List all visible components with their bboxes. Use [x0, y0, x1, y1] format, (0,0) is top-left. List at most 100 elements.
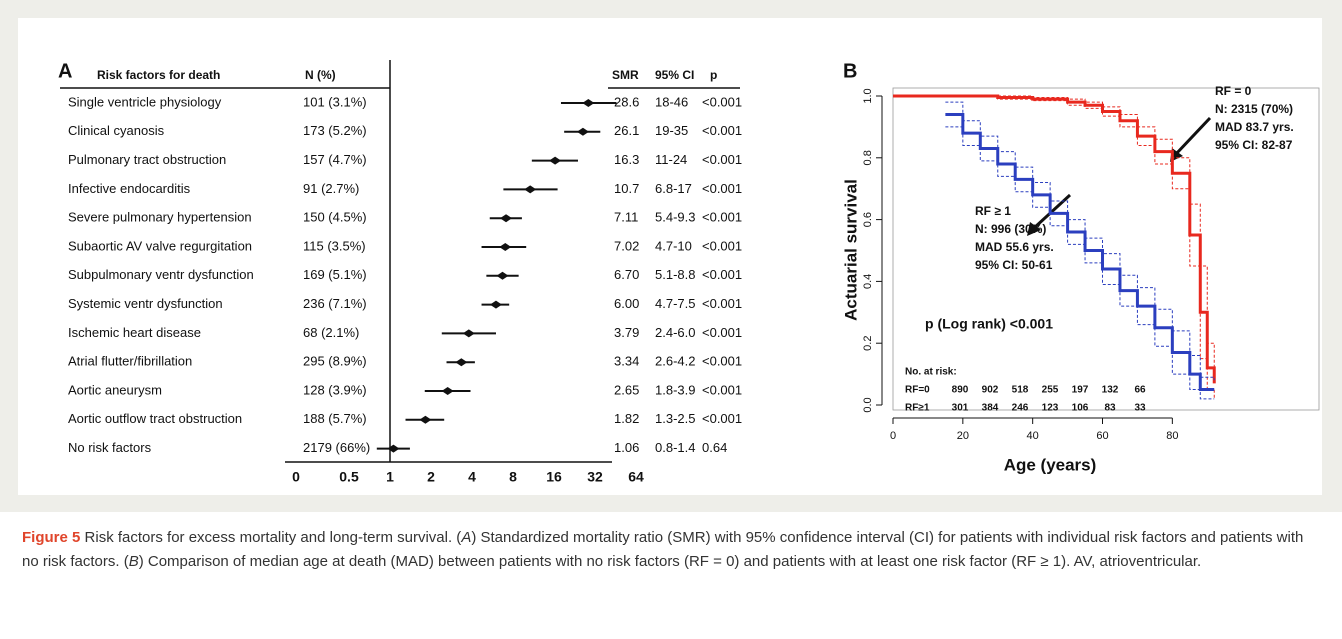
ci-label: 4.7-10	[655, 238, 692, 253]
n-label: 68 (2.1%)	[303, 325, 359, 340]
caption-text: ) Comparison of median age at death (MAD…	[138, 553, 1202, 570]
p-label: <0.001	[702, 267, 742, 282]
x-tick-label: 20	[957, 430, 969, 442]
x-tick-label: 0	[890, 430, 896, 442]
annotation: RF = 0	[1215, 84, 1252, 98]
smr-label: 7.02	[614, 238, 639, 253]
row-label: Clinical cyanosis	[68, 123, 165, 138]
p-label: <0.001	[702, 94, 742, 109]
at-risk-label: RF=0	[905, 385, 930, 396]
smr-label: 3.34	[614, 354, 639, 369]
p-label: <0.001	[702, 354, 742, 369]
p-label: <0.001	[702, 152, 742, 167]
confidence-band	[945, 126, 1215, 400]
n-label: 128 (3.9%)	[303, 382, 367, 397]
annotation: N: 996 (30%)	[975, 222, 1046, 236]
x-tick-label: 4	[468, 469, 476, 485]
p-label: <0.001	[702, 382, 742, 397]
n-label: 150 (4.5%)	[303, 210, 367, 225]
row-label: Pulmonary tract obstruction	[68, 152, 226, 167]
n-label: 295 (8.9%)	[303, 354, 367, 369]
n-label: 188 (5.7%)	[303, 411, 367, 426]
x-tick-label: 64	[628, 469, 644, 485]
smr-label: 1.06	[614, 440, 639, 455]
ci-label: 11-24	[655, 152, 687, 167]
smr-label: 28.6	[614, 94, 639, 109]
column-header: SMR	[612, 68, 639, 82]
x-tick-label: 1	[386, 469, 394, 485]
annotation: RF ≥ 1	[975, 204, 1011, 218]
y-tick-label: 0.6	[862, 212, 874, 227]
ci-label: 18-46	[655, 94, 688, 109]
n-label: 115 (3.5%)	[303, 238, 366, 253]
column-header: 95% CI	[655, 68, 694, 82]
annotation: N: 2315 (70%)	[1215, 102, 1293, 116]
x-tick-label: 32	[587, 469, 603, 485]
smr-point	[582, 99, 595, 107]
p-label: <0.001	[702, 181, 742, 196]
column-header: Risk factors for death	[97, 68, 220, 82]
ci-label: 19-35	[655, 123, 688, 138]
smr-label: 6.00	[614, 296, 639, 311]
smr-label: 10.7	[614, 181, 639, 196]
caption-panel: A	[461, 529, 472, 546]
row-label: Subaortic AV valve regurgitation	[68, 238, 252, 253]
n-label: 101 (3.1%)	[303, 94, 367, 109]
row-label: No risk factors	[68, 440, 152, 455]
smr-point	[455, 358, 468, 367]
at-risk-title: No. at risk:	[905, 367, 957, 378]
confidence-band	[893, 95, 1215, 399]
annotation: MAD 83.7 yrs.	[1215, 120, 1294, 134]
smr-point	[419, 415, 432, 424]
smr-point	[499, 243, 512, 251]
panel-label: A	[58, 60, 72, 82]
smr-point	[441, 387, 454, 395]
n-label: 2179 (66%)	[303, 440, 370, 455]
caption-label: Figure 5	[22, 529, 81, 546]
at-risk-value: 301	[952, 403, 969, 414]
ci-label: 6.8-17	[655, 181, 692, 196]
smr-point	[489, 300, 502, 309]
at-risk-value: 902	[982, 385, 999, 396]
row-label: Ischemic heart disease	[68, 325, 201, 340]
p-label: <0.001	[702, 123, 742, 138]
p-label: <0.001	[702, 296, 742, 311]
smr-label: 16.3	[614, 152, 639, 167]
row-label: Atrial flutter/fibrillation	[68, 354, 192, 369]
smr-label: 3.79	[614, 325, 639, 340]
p-label: <0.001	[702, 411, 742, 426]
smr-point	[500, 214, 513, 223]
y-tick-label: 0.0	[862, 397, 874, 412]
panel-label: B	[843, 60, 857, 82]
ci-label: 0.8-1.4	[655, 440, 695, 455]
arrow	[1174, 116, 1212, 156]
row-label: Subpulmonary ventr dysfunction	[68, 267, 254, 282]
p-label: <0.001	[702, 325, 742, 340]
ci-label: 5.4-9.3	[655, 210, 695, 225]
y-tick-label: 0.8	[862, 150, 874, 165]
at-risk-value: 255	[1042, 385, 1059, 396]
smr-point	[462, 329, 475, 338]
y-axis-label: Actuarial survival	[841, 179, 860, 321]
n-label: 173 (5.2%)	[303, 123, 367, 138]
at-risk-value: 33	[1134, 403, 1146, 414]
ci-label: 1.8-3.9	[655, 382, 695, 397]
x-tick-label: 40	[1027, 430, 1039, 442]
at-risk-value: 518	[1012, 385, 1029, 396]
annotation: MAD 55.6 yrs.	[975, 240, 1054, 254]
ci-label: 5.1-8.8	[655, 267, 695, 282]
smr-point	[524, 185, 537, 194]
y-tick-label: 1.0	[862, 88, 874, 103]
ci-label: 2.4-6.0	[655, 325, 695, 340]
smr-point	[496, 271, 509, 280]
ci-label: 1.3-2.5	[655, 411, 695, 426]
smr-label: 1.82	[614, 411, 639, 426]
y-tick-label: 0.4	[862, 274, 874, 289]
x-tick-label: 60	[1096, 430, 1108, 442]
smr-point	[576, 127, 589, 136]
survival-curve	[893, 94, 1216, 384]
at-risk-value: 106	[1072, 403, 1089, 414]
at-risk-value: 384	[982, 403, 999, 414]
n-label: 169 (5.1%)	[303, 267, 367, 282]
